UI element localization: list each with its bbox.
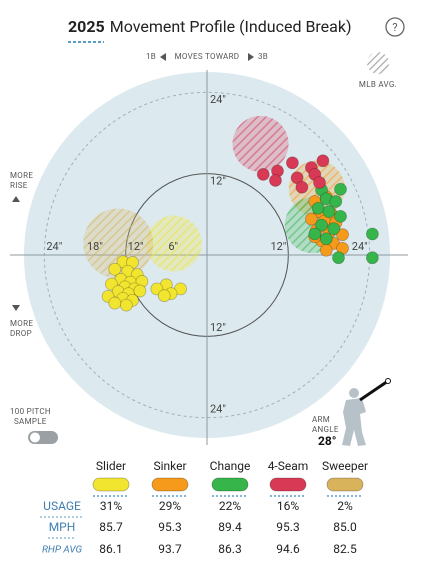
- x-tick-label: 12": [128, 240, 144, 253]
- legend-label: 4-Seam: [268, 459, 309, 473]
- arm-angle-label: ANGLE: [312, 425, 339, 434]
- stats-table: Slider Sinker Change 4-Seam Sweeper USAGE 31% 2…: [40, 459, 368, 556]
- pitch-point: [329, 195, 343, 208]
- pitch-point: [336, 228, 349, 242]
- pitch-point: [327, 222, 341, 235]
- title: 2025 Movement Profile (Induced Break): [68, 17, 352, 36]
- pitch-point: [334, 182, 347, 196]
- mlb-avg-legend: MLB AVG.: [359, 80, 397, 89]
- y-tick-label: 24": [210, 93, 226, 106]
- legend-swatch: [92, 477, 130, 492]
- pitch-point: [119, 298, 133, 312]
- legend-label: Sinker: [153, 459, 186, 473]
- table-cell: 89.4: [218, 520, 242, 534]
- y-tick-label: 12": [210, 321, 226, 334]
- table-cell: 95.3: [276, 520, 299, 534]
- pitch-point: [133, 284, 147, 298]
- arrow-down: [12, 305, 20, 311]
- sample-label: 100 PITCH: [10, 407, 51, 416]
- y-tick-label: 24": [210, 403, 226, 416]
- axis-right: 3B: [258, 52, 268, 61]
- x-tick-label: 12": [270, 240, 286, 253]
- pitch-point: [316, 154, 330, 168]
- table-cell: 2%: [337, 499, 353, 513]
- legend-swatch: [211, 477, 249, 492]
- pitch-point: [313, 176, 326, 189]
- arm-angle-figure: [342, 378, 391, 446]
- mlb-average: [145, 215, 202, 272]
- pitch-point: [304, 212, 318, 226]
- legend-swatch: [151, 477, 189, 492]
- table-cell: 22%: [219, 499, 241, 513]
- pitch-point: [256, 167, 270, 181]
- axis-top: RISE: [10, 181, 28, 190]
- pitch-point: [311, 201, 325, 215]
- toggle-knob[interactable]: [30, 432, 40, 443]
- pitch-point: [365, 227, 379, 241]
- legend-label: Sweeper: [322, 459, 368, 473]
- pitch-point: [285, 156, 299, 170]
- axis-bottom: DROP: [10, 329, 32, 338]
- x-tick-label: 24": [46, 240, 62, 253]
- pitch-point: [319, 243, 333, 257]
- pitch-point: [322, 205, 336, 219]
- table-cell: 31%: [100, 499, 122, 513]
- table-cell: 93.7: [158, 542, 182, 556]
- table-cell: 85.0: [333, 520, 357, 534]
- table-cell: 29%: [159, 499, 181, 513]
- title-text: Movement Profile (Induced Break): [110, 17, 352, 36]
- row-label: RHP AVG: [42, 545, 82, 556]
- pitch-point: [308, 227, 322, 241]
- table-cell: 86.1: [99, 542, 122, 556]
- arrow-up: [12, 196, 20, 202]
- chart-area: 24" 18" 12" 6" 12" 24" 24" 12" 12" 24": [10, 70, 408, 445]
- table-cell: 94.6: [276, 542, 300, 556]
- arm-line: [359, 379, 389, 402]
- row-label: MPH: [49, 520, 76, 534]
- table-cell: 16%: [277, 499, 299, 513]
- axis-label: MOVES TOWARD: [175, 52, 240, 61]
- axis-left: 1B: [146, 52, 156, 61]
- table-cell: 86.3: [218, 542, 241, 556]
- y-tick-label: 12": [210, 175, 226, 188]
- pitch-point: [334, 209, 347, 223]
- mlb-average: [232, 115, 289, 172]
- row-label: USAGE: [43, 499, 81, 513]
- mlb-avg-swatch: [367, 52, 389, 74]
- table-cell: 82.5: [333, 542, 357, 556]
- help-icon[interactable]: ?: [392, 21, 397, 34]
- arm-angle-value: 28°: [318, 434, 336, 448]
- x-tick-label: 6": [168, 240, 178, 253]
- legend-label: Slider: [96, 459, 126, 473]
- axis-bottom: MORE: [10, 319, 33, 328]
- pitch-point: [269, 174, 282, 187]
- ball: [385, 378, 391, 384]
- arrow-right: [248, 53, 254, 61]
- axis-top: MORE: [10, 171, 33, 180]
- arm-angle-label: ARM: [312, 415, 330, 424]
- table-cell: 85.7: [99, 520, 123, 534]
- title-year: 2025: [68, 17, 105, 36]
- pitch-point: [108, 262, 122, 276]
- legend-label: Change: [210, 459, 251, 473]
- pitch-point: [108, 296, 122, 310]
- legend-swatch: [326, 477, 364, 492]
- x-tick-label: 18": [87, 240, 103, 253]
- table-cell: 95.3: [158, 520, 181, 534]
- pitch-point: [157, 289, 171, 303]
- help-button[interactable]: [385, 17, 405, 37]
- pitch-point: [332, 251, 345, 265]
- arrow-left: [160, 53, 166, 61]
- pitch-point: [315, 218, 328, 232]
- figure-head: [349, 388, 359, 398]
- x-tick-label: 24": [352, 240, 368, 253]
- figure-body: [342, 398, 366, 446]
- sample-label: SAMPLE: [14, 417, 47, 426]
- pitch-point: [365, 251, 379, 265]
- pitch-point: [319, 232, 333, 246]
- legend-swatch: [269, 477, 307, 492]
- pitch-point: [295, 180, 309, 194]
